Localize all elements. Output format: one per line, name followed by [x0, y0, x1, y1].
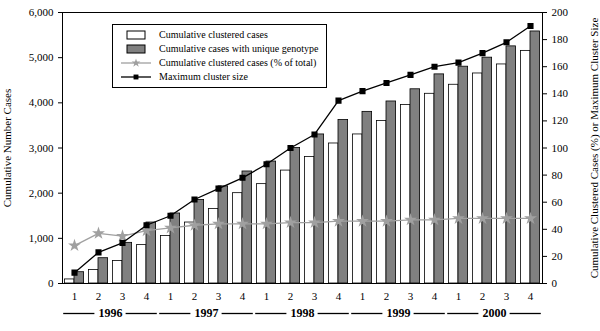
- svg-text:1999: 1999: [387, 306, 411, 320]
- svg-text:140: 140: [552, 87, 569, 99]
- svg-text:2: 2: [480, 290, 486, 302]
- svg-text:4: 4: [336, 290, 342, 302]
- svg-text:Cumulative Clustered Cases (%): Cumulative Clustered Cases (%) or Maximu…: [588, 18, 600, 279]
- svg-text:0: 0: [552, 277, 558, 289]
- svg-text:1: 1: [168, 290, 174, 302]
- svg-text:5,000: 5,000: [29, 51, 54, 63]
- svg-text:Cumulative Number Cases: Cumulative Number Cases: [1, 89, 13, 208]
- svg-text:100: 100: [552, 142, 569, 154]
- svg-text:3: 3: [504, 290, 510, 302]
- svg-text:1998: 1998: [291, 306, 315, 320]
- svg-text:1,000: 1,000: [29, 232, 54, 244]
- svg-text:4,000: 4,000: [29, 96, 54, 108]
- html-text:Maximum cluster size: Maximum cluster size: [159, 71, 248, 82]
- svg-text:3: 3: [120, 290, 126, 302]
- svg-text:2: 2: [192, 290, 198, 302]
- svg-text:1996: 1996: [99, 306, 123, 320]
- svg-text:0: 0: [48, 277, 54, 289]
- svg-text:4: 4: [528, 290, 534, 302]
- svg-text:1: 1: [264, 290, 270, 302]
- svg-text:2: 2: [96, 290, 102, 302]
- svg-text:180: 180: [552, 33, 569, 45]
- html-text:Cumulative cases with unique g: Cumulative cases with unique genotype: [159, 43, 319, 54]
- svg-text:4: 4: [240, 290, 246, 302]
- html-text:Cumulative clustered cases (%: Cumulative clustered cases (% of total): [159, 57, 317, 68]
- svg-text:3: 3: [408, 290, 414, 302]
- svg-text:4: 4: [432, 290, 438, 302]
- svg-text:80: 80: [552, 169, 564, 181]
- svg-text:120: 120: [552, 114, 569, 126]
- svg-text:40: 40: [552, 223, 564, 235]
- svg-text:4: 4: [144, 290, 150, 302]
- svg-text:200: 200: [552, 6, 569, 18]
- svg-text:2: 2: [384, 290, 390, 302]
- svg-text:3: 3: [216, 290, 222, 302]
- svg-text:1997: 1997: [195, 306, 219, 320]
- svg-text:1: 1: [72, 290, 78, 302]
- svg-text:2000: 2000: [483, 306, 507, 320]
- svg-text:20: 20: [552, 250, 564, 262]
- svg-text:3,000: 3,000: [29, 142, 54, 154]
- svg-text:160: 160: [552, 60, 569, 72]
- svg-text:6,000: 6,000: [29, 6, 54, 18]
- svg-text:1: 1: [456, 290, 462, 302]
- svg-text:3: 3: [312, 290, 318, 302]
- svg-text:60: 60: [552, 196, 564, 208]
- html-text:Cumulative clustered cases: Cumulative clustered cases: [159, 29, 268, 40]
- svg-text:2: 2: [288, 290, 294, 302]
- svg-text:1: 1: [360, 290, 366, 302]
- svg-text:2,000: 2,000: [29, 187, 54, 199]
